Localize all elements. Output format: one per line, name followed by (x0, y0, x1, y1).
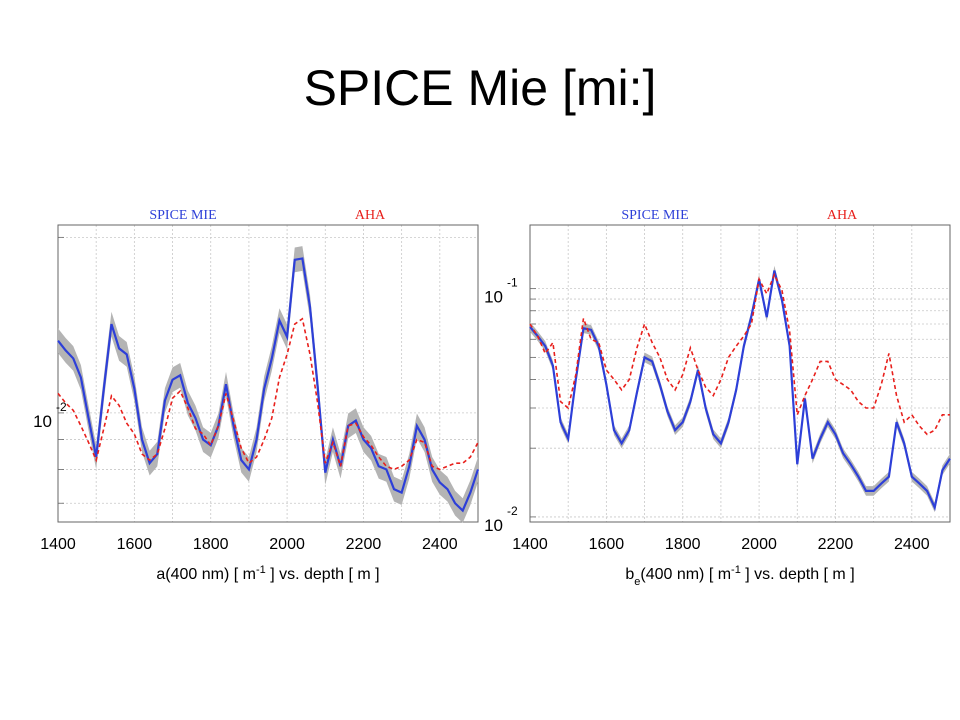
x-tick-label: 2200 (346, 536, 382, 553)
x-tick-label: 1400 (40, 536, 76, 553)
x-axis-label: a(400 nm) [ m-1 ] vs. depth [ m ] (156, 564, 379, 583)
aha-line (57, 317, 479, 471)
legend-spice-mie: SPICE MIE (149, 208, 216, 223)
chart-absorption: 1400 1600 1800 2000 2200 2400 10 -2 SPICE MIE AHA… (33, 208, 480, 583)
x-tick-label: 1800 (193, 536, 229, 553)
x-tick-label: 2200 (818, 536, 854, 553)
legend-spice-mie: SPICE MIE (621, 208, 688, 223)
plot-frame (57, 224, 479, 523)
spice-mie-uncertainty-band (530, 265, 950, 513)
x-tick-label: 2000 (269, 536, 305, 553)
y-tick-exponent: -1 (507, 276, 518, 290)
y-tick-label: 10 (484, 288, 503, 307)
y-tick-exponent: -2 (56, 400, 67, 414)
y-tick-label: 10 (33, 412, 52, 431)
x-axis-label: be(400 nm) [ m-1 ] vs. depth [ m ] (625, 564, 854, 588)
aha-line (529, 272, 950, 436)
legend-aha: AHA (827, 208, 858, 223)
x-tick-label: 2400 (422, 536, 458, 553)
chart-scattering: 1400 1600 1800 2000 2200 2400 10 -1 10 -2 SPICE MI… (484, 208, 951, 588)
plot-frame (529, 224, 951, 523)
spice-mie-uncertainty-band (58, 246, 478, 523)
x-tick-label: 1600 (117, 536, 153, 553)
x-tick-label: 1600 (589, 536, 625, 553)
x-tick-label: 1800 (665, 536, 701, 553)
y-tick-exponent: -2 (507, 504, 518, 518)
y-tick-label: 10 (484, 516, 503, 535)
spice-mie-line (57, 257, 480, 513)
x-tick-label: 2400 (894, 536, 930, 553)
spice-mie-line (529, 270, 951, 511)
legend-aha: AHA (355, 208, 386, 223)
x-tick-label: 1400 (512, 536, 548, 553)
slide-title: SPICE Mie [mi:] (303, 60, 657, 116)
x-tick-label: 2000 (741, 536, 777, 553)
